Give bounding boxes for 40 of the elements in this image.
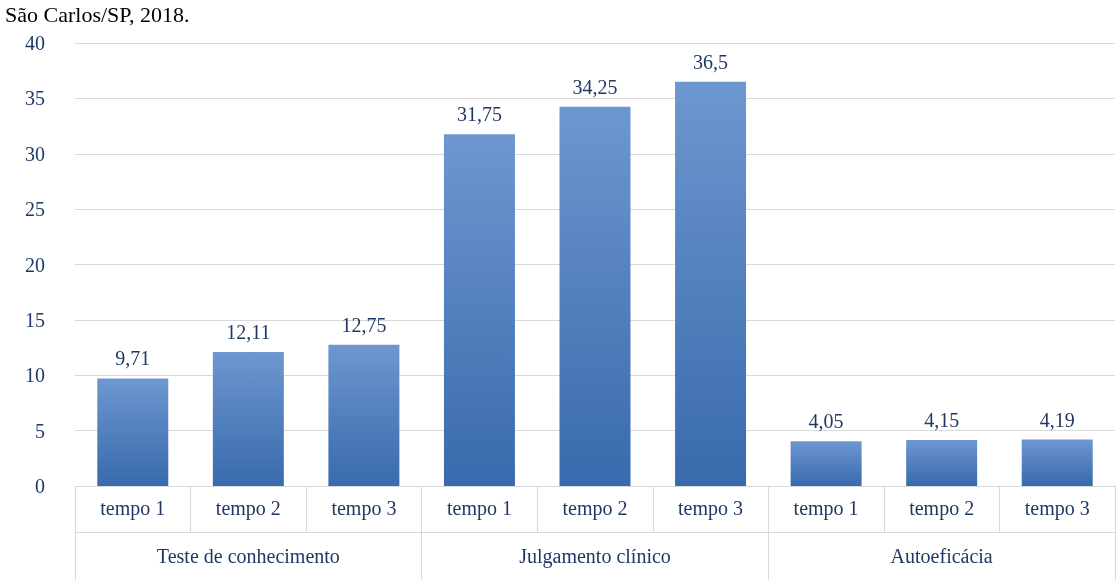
- x-tick-label: tempo 2: [215, 497, 281, 520]
- y-tick-label: 30: [25, 142, 45, 165]
- y-tick-label: 10: [25, 364, 45, 387]
- y-tick-label: 25: [25, 198, 45, 221]
- text: Autoeficácia: [890, 545, 993, 567]
- bar: [443, 134, 515, 486]
- x-tick-label: tempo 1: [100, 497, 166, 520]
- bar: [97, 378, 169, 486]
- data-label: 36,5: [693, 50, 729, 73]
- bar: [790, 441, 862, 486]
- x-tick-label: tempo 3: [678, 497, 744, 520]
- x-tick-label: tempo 3: [1024, 497, 1090, 520]
- text: Julgamento clínico: [519, 545, 671, 568]
- bar: [559, 106, 631, 486]
- data-label: 9,71: [115, 347, 151, 370]
- bar: [328, 344, 400, 486]
- bar: [212, 351, 284, 486]
- x-tick-label: tempo 1: [793, 497, 859, 520]
- chart-title: São Carlos/SP, 2018.: [5, 1, 190, 27]
- x-tick-label: tempo 2: [562, 497, 628, 520]
- data-label: 12,75: [341, 313, 387, 336]
- y-tick-label: 35: [25, 87, 45, 110]
- y-tick-label: 40: [25, 32, 45, 54]
- x-tick-label: tempo 2: [909, 497, 975, 520]
- x-tick-label: tempo 3: [331, 497, 397, 520]
- y-tick-label: 20: [25, 253, 45, 276]
- data-label: 12,11: [226, 320, 271, 343]
- data-label: 4,15: [924, 409, 960, 432]
- bar: [1021, 439, 1093, 486]
- y-tick-label: 5: [35, 419, 45, 442]
- y-tick-label: 0: [35, 475, 45, 497]
- data-label: 4,05: [808, 410, 844, 433]
- bar: [675, 81, 747, 486]
- data-label: 34,25: [572, 75, 618, 98]
- y-tick-label: 15: [25, 308, 45, 331]
- data-label: 4,19: [1039, 408, 1075, 431]
- x-tick-label: tempo 1: [446, 497, 512, 520]
- data-label: 31,75: [456, 103, 502, 126]
- bar: [906, 440, 978, 486]
- text: Teste de conhecimento: [156, 545, 340, 567]
